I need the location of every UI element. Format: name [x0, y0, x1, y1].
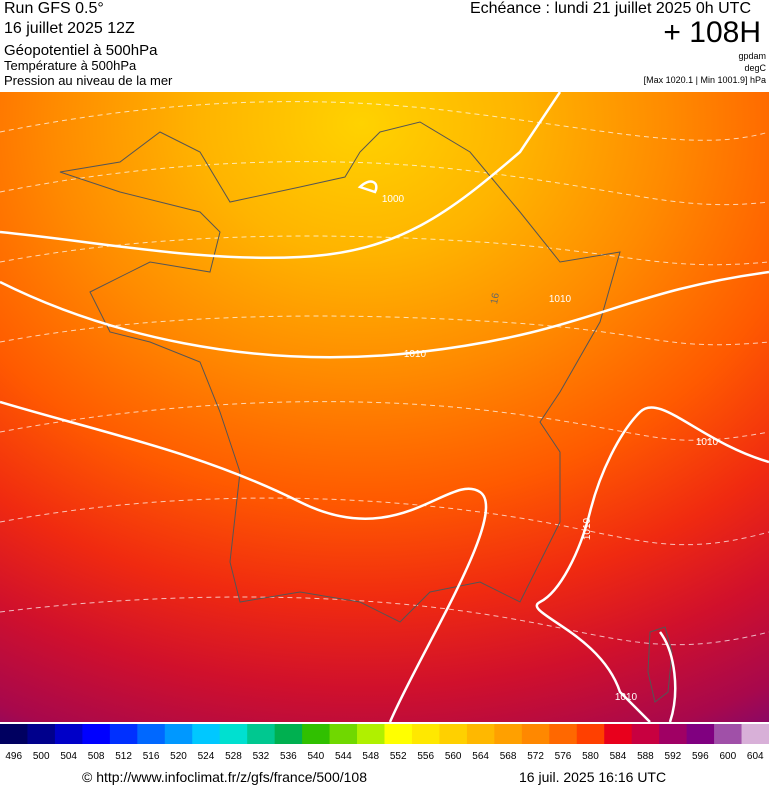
- scale-swatch: [494, 724, 523, 744]
- scale-label: 604: [747, 751, 764, 762]
- scale-label: 524: [198, 751, 215, 762]
- isobars: [0, 92, 769, 722]
- scale-swatch: [109, 724, 138, 744]
- field-pressure: Pression au niveau de la mer: [4, 73, 173, 88]
- pressure-range: [Max 1020.1 | Min 1001.9] hPa: [643, 75, 766, 85]
- scale-label: 508: [88, 751, 105, 762]
- coastlines: [59, 121, 673, 703]
- scale-label: 576: [555, 751, 572, 762]
- scale-swatch: [54, 724, 83, 744]
- timestamp: 16 juil. 2025 16:16 UTC: [519, 769, 667, 785]
- scale-swatch: [0, 724, 28, 744]
- scale-swatch: [219, 724, 248, 744]
- scale-swatch: [741, 724, 769, 744]
- isobar-label: 1010: [404, 349, 427, 360]
- scale-label: 592: [665, 751, 682, 762]
- scale-label: 584: [610, 751, 627, 762]
- scale-swatch: [192, 724, 221, 744]
- isobar-label: 1010: [549, 294, 572, 305]
- scale-swatch: [27, 724, 56, 744]
- scale-label: 540: [307, 751, 324, 762]
- scale-swatch: [164, 724, 193, 744]
- scale-swatch: [329, 724, 358, 744]
- scale-label: 564: [472, 751, 489, 762]
- scale-label: 596: [692, 751, 709, 762]
- scale-label: 496: [5, 751, 22, 762]
- scale-label: 548: [362, 751, 379, 762]
- scale-label: 580: [582, 751, 599, 762]
- scale-label: 500: [33, 751, 50, 762]
- scale-label: 552: [390, 751, 407, 762]
- scale-label: 504: [60, 751, 77, 762]
- scale-swatch: [631, 724, 660, 744]
- scale-label: 544: [335, 751, 352, 762]
- run-title: Run GFS 0.5°: [4, 0, 104, 17]
- temperature-field: [0, 92, 769, 722]
- unit-temperature: degC: [744, 63, 766, 73]
- scale-swatch: [274, 724, 303, 744]
- isobar-label: 1010: [615, 692, 638, 703]
- field-temperature: Température à 500hPa: [4, 58, 137, 73]
- scale-swatch: [302, 724, 331, 744]
- unit-geopotential: gpdam: [738, 51, 766, 61]
- run-date: 16 juillet 2025 12Z: [4, 20, 135, 37]
- isobar-labels: 1000 1010 1010 1010 1010 1010 16: [382, 194, 719, 703]
- scale-label: 588: [637, 751, 654, 762]
- scale-swatch: [411, 724, 440, 744]
- scale-swatch: [466, 724, 495, 744]
- isobar-label: 1010: [696, 437, 719, 448]
- isobar-label: 1010: [582, 517, 593, 540]
- scale-swatch: [604, 724, 633, 744]
- color-scale: 496 500 504 508 512 516 520 524 528 532 536 540 544 5…: [0, 724, 769, 762]
- isotherms: [0, 101, 769, 646]
- scale-swatch: [576, 724, 605, 744]
- scale-swatch: [714, 724, 743, 744]
- field-geopotential: Géopotentiel à 500hPa: [4, 42, 158, 59]
- lead-time: + 108H: [663, 16, 761, 49]
- map: 1000 1010 1010 1010 1010 1010 16: [0, 92, 769, 722]
- scale-label: 516: [143, 751, 160, 762]
- scale-label: 528: [225, 751, 242, 762]
- scale-swatch: [247, 724, 276, 744]
- isotherm-label: 16: [489, 292, 502, 305]
- scale-swatch: [659, 724, 688, 744]
- scale-swatch: [549, 724, 578, 744]
- forecast-valid: Echéance : lundi 21 juillet 2025 0h UTC: [469, 0, 751, 17]
- scale-label: 600: [719, 751, 736, 762]
- scale-swatch: [686, 724, 715, 744]
- scale-label: 512: [115, 751, 132, 762]
- scale-swatch: [82, 724, 111, 744]
- scale-swatch: [521, 724, 550, 744]
- scale-swatch: [357, 724, 385, 744]
- scale-label: 568: [500, 751, 517, 762]
- scale-label: 532: [253, 751, 270, 762]
- source-url: © http://www.infoclimat.fr/z/gfs/france/…: [82, 769, 367, 785]
- scale-swatch: [137, 724, 166, 744]
- isobar-label: 1000: [382, 194, 405, 205]
- scale-swatch: [384, 724, 413, 744]
- scale-label: 572: [527, 751, 544, 762]
- scale-label: 560: [445, 751, 462, 762]
- scale-label: 556: [417, 751, 434, 762]
- scale-label: 536: [280, 751, 297, 762]
- scale-label: 520: [170, 751, 187, 762]
- scale-swatch: [439, 724, 468, 744]
